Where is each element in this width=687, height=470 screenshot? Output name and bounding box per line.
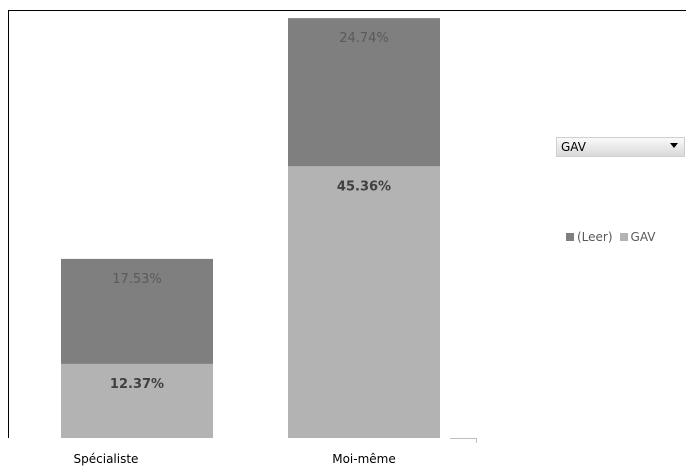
filter-value: GAV [561, 140, 586, 154]
pivot-filter-dropdown[interactable]: GAV [556, 137, 685, 157]
category-label-specialiste: Spécialiste [73, 452, 139, 466]
bar-gav-1[interactable] [288, 166, 440, 439]
data-label-gav-1: 45.36% [337, 179, 391, 194]
data-label-leer-1: 24.74% [339, 31, 389, 46]
bar-leer-1[interactable] [288, 18, 440, 167]
legend-label-gav: GAV [630, 230, 656, 244]
legend-item-leer: (Leer) [566, 230, 613, 244]
legend-label-leer: (Leer) [577, 230, 613, 244]
data-label-gav-0: 12.37% [110, 377, 164, 392]
resize-handle-mark [450, 438, 477, 443]
legend-swatch-gav [619, 233, 628, 241]
category-label-moi-meme: Moi-même [332, 452, 396, 466]
legend: (Leer) GAV [566, 230, 663, 244]
chevron-down-icon[interactable] [670, 143, 678, 148]
bar-gav-0[interactable] [61, 363, 213, 438]
data-label-leer-0: 17.53% [112, 272, 162, 287]
legend-item-gav: GAV [619, 230, 656, 244]
legend-swatch-leer [566, 233, 574, 241]
bar-leer-0[interactable] [61, 258, 213, 364]
plot-area-frame [8, 10, 686, 438]
